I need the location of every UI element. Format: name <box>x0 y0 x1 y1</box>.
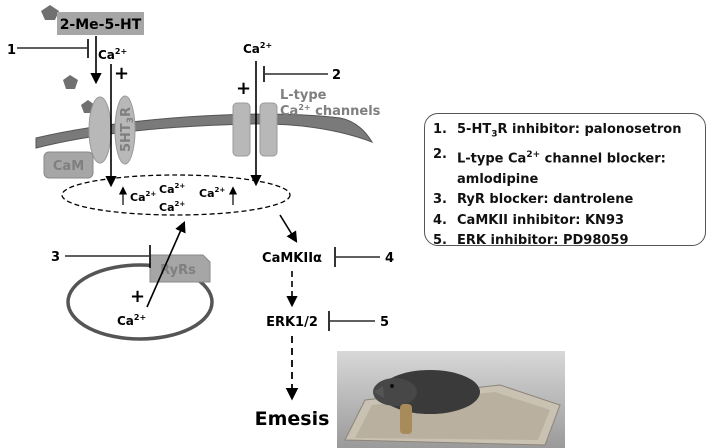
plus-l-type: + <box>236 78 251 99</box>
pool-ca-2: Ca2+ <box>159 182 185 196</box>
legend-item-3: 3. RyR blocker: dantrolene <box>433 190 705 211</box>
inhibitor-2-number: 2 <box>332 68 341 83</box>
legend-item-5: 5. ERK inhibitor: PD98059 <box>433 231 705 252</box>
5ht3r-receptor-right <box>114 95 136 165</box>
agonist-box <box>57 12 144 35</box>
legend-text: L-type Ca2+ channel blocker: <box>457 150 666 167</box>
legend-number: 3. <box>433 192 447 208</box>
cell-membrane <box>35 113 374 149</box>
legend-number: 1. <box>433 122 447 137</box>
ca-l-type-label: Ca2+ <box>243 41 272 56</box>
l-type-channel-right <box>259 102 278 157</box>
agonist-molecule-icon <box>41 5 59 20</box>
camkii-label: CaMKIIα <box>262 251 322 266</box>
emesis-label: Emesis <box>255 408 330 430</box>
l-type-label-line2: Ca2+ channels <box>280 103 381 119</box>
ca-store-label: Ca2+ <box>117 313 146 328</box>
legend-number: 2. <box>433 147 447 163</box>
ryrs-release-arrow <box>146 220 186 308</box>
l-type-channel-left <box>232 102 251 157</box>
plus-receptor: + <box>114 63 129 84</box>
agonist-molecule-icon <box>63 75 78 89</box>
l-type-label-line1: L-type <box>280 88 327 103</box>
inhibitor-3-number: 3 <box>51 250 60 265</box>
calcium-pool <box>61 174 291 216</box>
inhibitor-1-number: 1 <box>7 43 16 58</box>
legend-number: 4. <box>433 212 447 228</box>
shrew-photo <box>337 351 565 448</box>
legend-text: RyR blocker: dantrolene <box>457 192 634 208</box>
pool-ca-4: Ca2+ <box>199 186 225 200</box>
legend-number: 5. <box>433 233 447 249</box>
pool-to-camkii-arrow <box>279 214 298 243</box>
inhibitor-4-number: 4 <box>385 251 394 266</box>
legend-text: 5-HT3R inhibitor: palonosetron <box>457 122 682 140</box>
cam-box <box>43 151 94 179</box>
5ht3r-receptor-left <box>88 96 112 164</box>
pool-ca-3: Ca2+ <box>159 200 185 214</box>
legend-item-2: 2. L-type Ca2+ channel blocker: <box>433 145 705 170</box>
inhibitor-5-number: 5 <box>380 315 389 330</box>
erk-label: ERK1/2 <box>266 315 318 330</box>
legend-text: amlodipine <box>457 171 539 187</box>
legend-item-1: 1. 5-HT3R inhibitor: palonosetron <box>433 120 705 145</box>
endoplasmic-reticulum <box>66 263 214 341</box>
legend-text: ERK inhibitor: PD98059 <box>457 233 629 249</box>
inhibitor-legend: 1. 5-HT3R inhibitor: palonosetron 2. L-t… <box>424 113 706 248</box>
cam-label: CaM <box>53 159 84 174</box>
ryrs-box <box>149 254 211 283</box>
ryrs-label: RyRs <box>160 263 196 278</box>
ca-receptor-label: Ca2+ <box>98 47 127 62</box>
pool-ca-1: Ca2+ <box>130 190 156 204</box>
legend-text: CaMKII inhibitor: KN93 <box>457 212 625 228</box>
agonist-label: 2-Me-5-HT <box>60 17 142 33</box>
plus-ryrs: + <box>130 286 145 307</box>
legend-item-2-continued: amlodipine <box>433 170 705 191</box>
legend-item-4: 4. CaMKII inhibitor: KN93 <box>433 211 705 232</box>
receptor-label: 5HT3R <box>119 107 136 152</box>
